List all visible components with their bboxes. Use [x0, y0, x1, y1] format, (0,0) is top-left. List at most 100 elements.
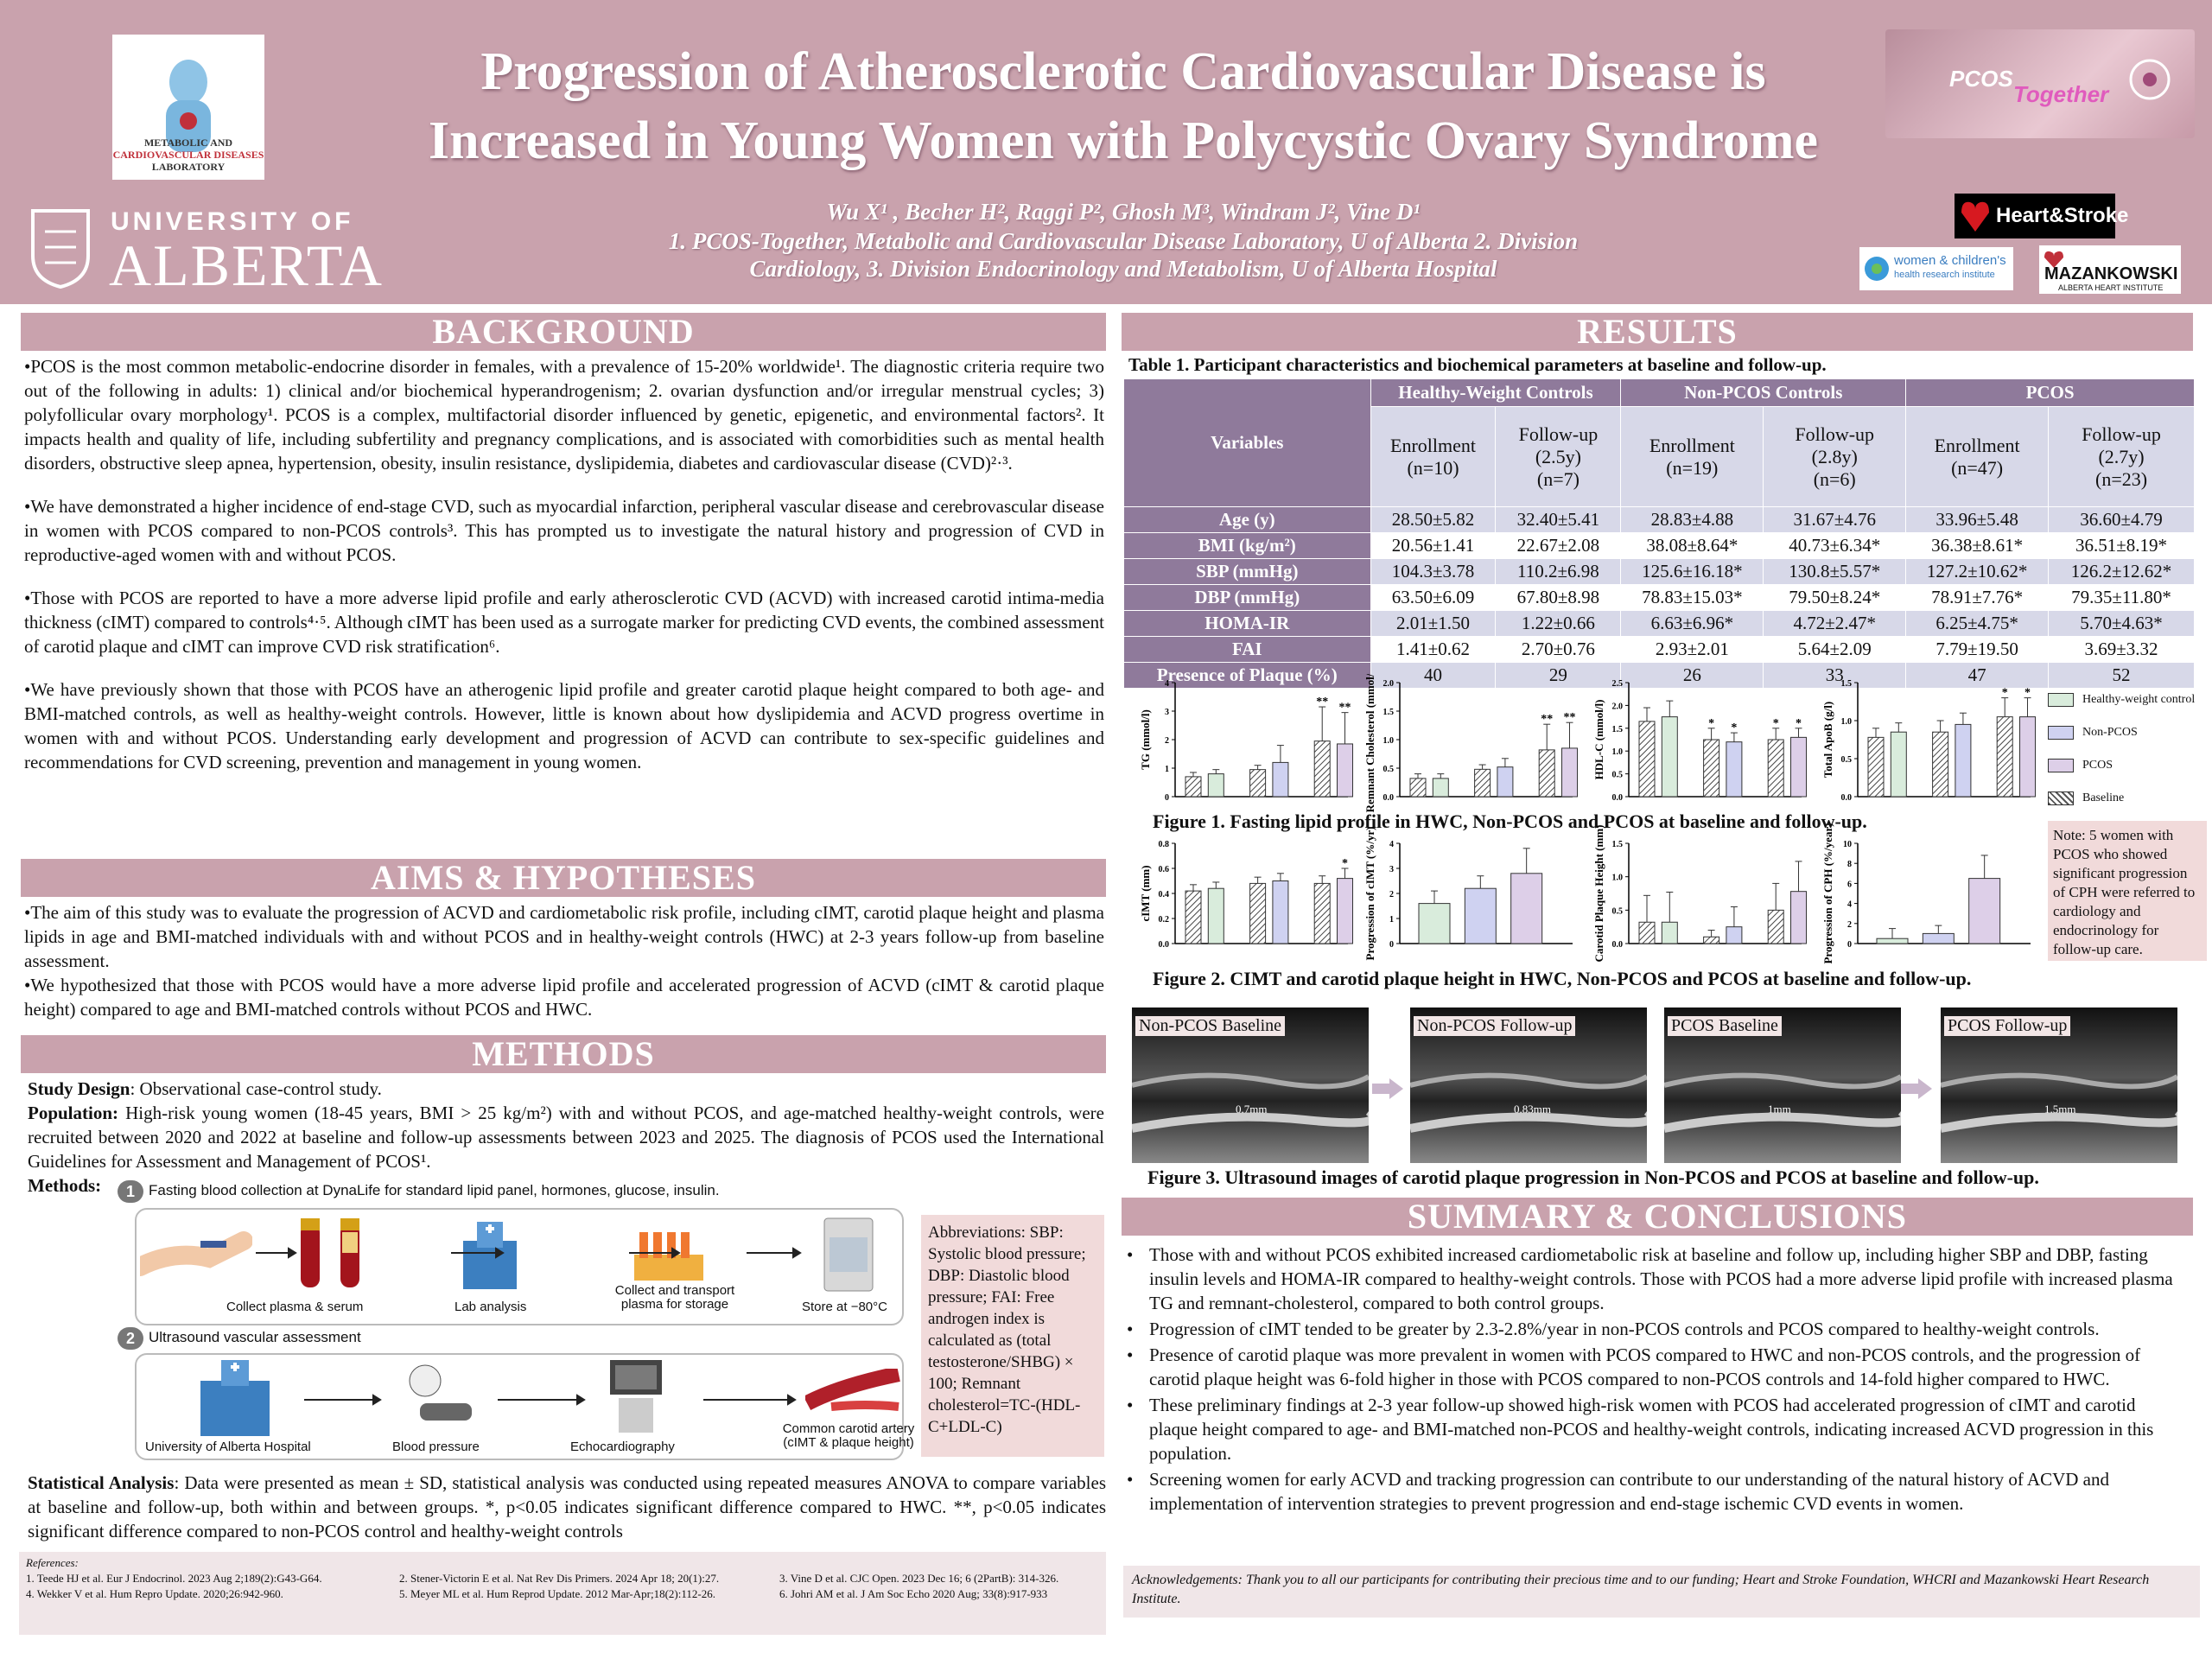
- y-tick-label: 0.5: [1612, 906, 1624, 916]
- aims-paragraph: •We hypothesized that those with PCOS wo…: [24, 975, 1104, 1020]
- y-tick-label: 2: [1165, 736, 1169, 746]
- sample-rack-icon: [634, 1232, 703, 1281]
- table-cell: 47: [1905, 662, 2050, 689]
- ultrasound-image: Non-PCOS Follow-up 0.83mm: [1410, 1007, 1647, 1163]
- legend-swatch-pcos: [2048, 759, 2074, 772]
- y-axis-label: Progression of cIMT (%/yr): [1363, 827, 1376, 961]
- y-tick-label: 2: [1389, 890, 1394, 899]
- step1-label-a: Collect plasma & serum: [226, 1300, 364, 1314]
- background-paragraph: •PCOS is the most common metabolic-endoc…: [24, 356, 1104, 474]
- table-row-label: SBP (mmHg): [1123, 558, 1371, 585]
- references-label: References:: [26, 1556, 79, 1569]
- data-bar: [1703, 936, 1720, 944]
- data-bar: [1661, 716, 1678, 798]
- data-bar: [1955, 723, 1972, 798]
- summary-item: Presence of carotid plaque was more prev…: [1123, 1343, 2177, 1391]
- table-row: FAI 1.41±0.62 2.70±0.76 2.93±2.01 5.64±2.09 7…: [1123, 636, 2195, 663]
- aims-paragraph: •The aim of this study was to evaluate t…: [24, 902, 1104, 971]
- y-tick-label: 0.0: [1612, 940, 1624, 950]
- table-row-label: Presence of Plaque (%): [1123, 662, 1371, 689]
- y-tick-label: 8: [1847, 860, 1852, 869]
- table-cell: 78.83±15.03*: [1620, 584, 1764, 611]
- table-cell: 36.60±4.79: [2048, 506, 2195, 533]
- y-tick-label: 0.2: [1159, 915, 1170, 925]
- ultrasound-measurement: 1mm: [1768, 1103, 1791, 1116]
- methods-heading: METHODS: [21, 1035, 1106, 1073]
- significance-mark: *: [1773, 717, 1779, 730]
- table-cell: 5.70±4.63*: [2048, 610, 2195, 637]
- participant-table: Variables Healthy-Weight Controls Non-PC…: [1123, 378, 2195, 689]
- ultrasound-label: PCOS Baseline: [1668, 1016, 1782, 1036]
- table-cell: 33: [1763, 662, 1907, 689]
- data-bar: [1497, 766, 1514, 798]
- y-tick-label: 0.5: [1612, 771, 1624, 780]
- data-bar: [1703, 739, 1720, 798]
- lab-logo: METABOLIC AND CARDIOVASCULAR DISEASES LA…: [112, 35, 264, 180]
- table-row: Presence of Plaque (%) 40 29 26 33 47 52: [1123, 662, 2195, 689]
- y-axis-label: cIMT (mm): [1139, 865, 1152, 921]
- y-tick-label: 2.0: [1383, 679, 1395, 689]
- data-bar: [1968, 878, 2001, 944]
- significance-mark: **: [1541, 713, 1553, 726]
- data-bar: [1510, 873, 1543, 944]
- data-bar: [1890, 731, 1907, 798]
- carotid-artery-icon: [805, 1369, 900, 1411]
- y-tick-label: 2.0: [1612, 702, 1624, 711]
- ultrasound-image: Non-PCOS Baseline 0.7mm: [1132, 1007, 1369, 1163]
- data-bar: [1185, 890, 1202, 944]
- table-subheader: Enrollment (n=10): [1370, 406, 1497, 507]
- table-row: SBP (mmHg) 104.3±3.78 110.2±6.98 125.6±16.1…: [1123, 558, 2195, 585]
- table-cell: 28.50±5.82: [1370, 506, 1497, 533]
- ultrasound-measurement: 1.5mm: [2044, 1103, 2076, 1116]
- table-cell: 40: [1370, 662, 1497, 689]
- y-tick-label: 4: [1165, 679, 1169, 689]
- blood-pressure-icon: [409, 1364, 472, 1421]
- statistical-analysis: Statistical Analysis: Data were presente…: [28, 1471, 1106, 1543]
- table-group-header: Healthy-Weight Controls: [1370, 378, 1622, 407]
- y-tick-label: 1.0: [1383, 736, 1395, 746]
- acknowledgements: Acknowledgements: Thank you to all our p…: [1123, 1566, 2200, 1618]
- reference-item: 5. Meyer ML et al. Hum Reprod Update. 20…: [399, 1587, 715, 1600]
- table-cell: 79.35±11.80*: [2048, 584, 2195, 611]
- significance-mark: *: [1342, 857, 1348, 870]
- table-cell: 7.79±19.50: [1905, 636, 2050, 663]
- table-cell: 6.25±4.75*: [1905, 610, 2050, 637]
- y-tick-label: 1.0: [1612, 747, 1624, 757]
- data-bar: [1996, 716, 2013, 798]
- table-row: DBP (mmHg) 63.50±6.09 67.80±8.98 78.83±15.0…: [1123, 584, 2195, 611]
- heart-and-stroke-logo: Heart&Stroke: [1955, 194, 2128, 238]
- methods-flow-diagram: 1 Fasting blood collection at DynaLife f…: [114, 1177, 914, 1462]
- network-icon: [2129, 59, 2171, 100]
- step2-label-b: Blood pressure: [392, 1440, 480, 1454]
- legend-swatch-baseline: [2048, 791, 2074, 805]
- table-group-header: Non-PCOS Controls: [1620, 378, 1907, 407]
- statistical-analysis-text: : Data were presented as mean ± SD, stat…: [28, 1472, 1106, 1541]
- step2-box: [135, 1353, 904, 1460]
- ultrasound-measurement: 0.83mm: [1514, 1103, 1551, 1116]
- y-tick-label: 0.5: [1841, 755, 1853, 765]
- table-cell: 38.08±8.64*: [1620, 532, 1764, 559]
- background-paragraph: •We have previously shown that those wit…: [24, 679, 1104, 772]
- data-bar: [1638, 921, 1656, 944]
- ultrasound-label: Non-PCOS Baseline: [1135, 1016, 1285, 1036]
- table-cell: 130.8±5.57*: [1763, 558, 1907, 585]
- table-cell: 63.50±6.09: [1370, 584, 1497, 611]
- figure3-caption: Figure 3. Ultrasound images of carotid p…: [1147, 1166, 2039, 1188]
- arrow-right-icon: [1372, 1078, 1403, 1099]
- arrow-right-icon: [1901, 1078, 1932, 1099]
- table-row-label: Age (y): [1123, 506, 1371, 533]
- y-axis-label: Progression of CPH (%/year): [1821, 823, 1834, 963]
- pcos-together-logo: PCOS Together: [1885, 29, 2195, 138]
- study-design-label: Study Design: [28, 1078, 130, 1099]
- table-subheader: Follow-up (2.7y) (n=23): [2048, 406, 2195, 507]
- flow-arrows: [304, 1394, 797, 1406]
- table-cell: 67.80±8.98: [1495, 584, 1622, 611]
- significance-mark: **: [1316, 696, 1328, 709]
- flow-arrows: [256, 1247, 802, 1259]
- table-cell: 32.40±5.41: [1495, 506, 1622, 533]
- table-cell: 126.2±12.62*: [2048, 558, 2195, 585]
- wchri-logo: women & children's health research insti…: [1859, 247, 2013, 290]
- table-subheader: Follow-up (2.5y) (n=7): [1495, 406, 1622, 507]
- y-tick-label: 0: [1847, 940, 1852, 950]
- university-name-line2: ALBERTA: [109, 232, 385, 298]
